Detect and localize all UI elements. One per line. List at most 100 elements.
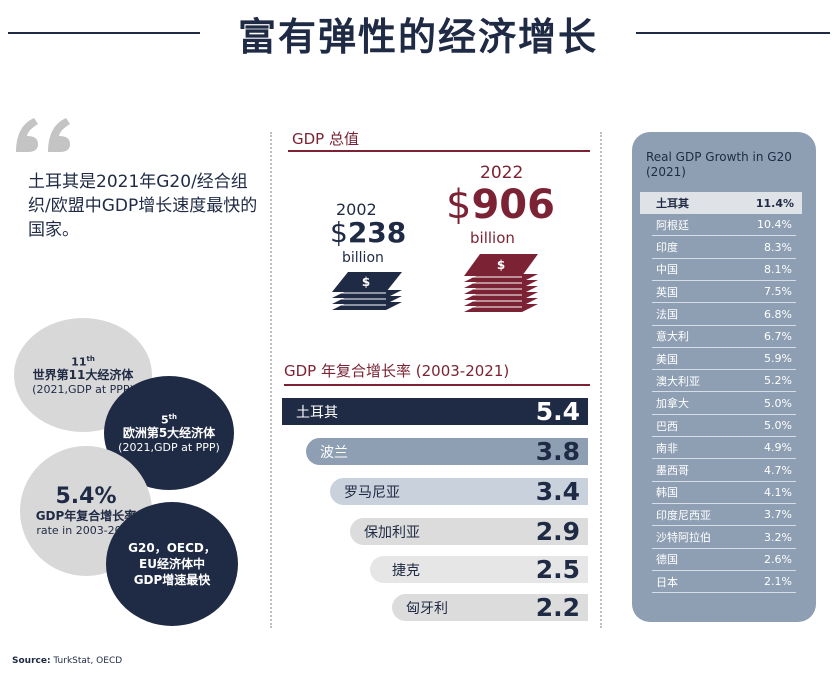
g20-growth-value: 8.1% [764, 262, 792, 276]
europe-rank: 5th [161, 412, 177, 427]
divider-right [600, 132, 602, 628]
cagr-bar-hungary: 匈牙利 2.2 [392, 593, 588, 622]
quote-text: 土耳其是2021年G20/经合组织/欧盟中GDP增长速度最快的国家。 [28, 172, 258, 240]
circle-europe-rank: 5th 欧洲第5大经济体 (2021,GDP at PPP) [104, 376, 234, 490]
g20-growth-value: 4.7% [764, 463, 792, 477]
cagr-country: 匈牙利 [406, 600, 448, 617]
svg-text:$: $ [362, 275, 370, 289]
cagr-bar-poland: 波兰 3.8 [306, 437, 588, 466]
gdp-2002-unit: billion [342, 250, 384, 266]
circle-fastest: G20，OECD， EU经济体中 GDP增速最快 [106, 502, 238, 626]
table-row: 澳大利亚 5.2% [652, 370, 796, 393]
money-stack-2022-icon: $ [464, 254, 538, 312]
g20-country: 阿根廷 [656, 218, 689, 232]
cagr-big-value: 5.4% [55, 483, 117, 509]
table-row: 法国 6.8% [652, 304, 796, 326]
g20-growth-value: 3.2% [764, 530, 792, 544]
table-row: 德国 2.6% [652, 549, 796, 571]
g20-growth-value: 10.4% [757, 218, 792, 232]
g20-growth-value: 2.1% [764, 575, 792, 589]
g20-country: 南非 [656, 441, 678, 455]
g20-panel-title: Real GDP Growth in G20 (2021) [646, 150, 792, 179]
fastest-line3: GDP增速最快 [133, 573, 211, 587]
g20-country: 日本 [656, 575, 678, 589]
g20-growth-value: 2.6% [764, 552, 792, 566]
g20-growth-value: 5.0% [764, 419, 792, 432]
source-note: Source: TurkStat, OECD [12, 656, 123, 666]
title-rule-right [636, 32, 830, 34]
gdp-2002-value: $238 [330, 216, 407, 249]
cagr-value: 3.4 [535, 477, 580, 506]
svg-text:$: $ [497, 258, 505, 272]
cagr-value: 5.4 [535, 397, 580, 426]
world-rank-sub: (2021,GDP at PPP) [32, 383, 134, 397]
g20-country: 澳大利亚 [656, 374, 700, 388]
cagr-value: 2.5 [535, 555, 580, 584]
g20-country: 墨西哥 [656, 464, 689, 478]
gdp-total-title: GDP 总值 [292, 130, 359, 148]
g20-growth-value: 5.2% [764, 374, 792, 388]
g20-country: 法国 [656, 308, 678, 321]
fastest-line1: G20，OECD， [128, 541, 216, 555]
table-row: 日本 2.1% [652, 571, 796, 594]
g20-country: 韩国 [656, 486, 678, 500]
g20-country: 中国 [656, 263, 678, 277]
table-row: 英国 7.5% [652, 281, 796, 304]
g20-country: 意大利 [656, 330, 689, 344]
fastest-line2: EU经济体中 [139, 557, 205, 571]
gdp-2002-year: 2002 [336, 200, 377, 219]
cagr-rule [284, 384, 590, 386]
g20-country: 美国 [656, 352, 678, 366]
cagr-title: GDP 年复合增长率 (2003-2021) [284, 362, 510, 380]
g20-growth-value: 6.8% [764, 307, 792, 321]
cagr-country: 罗马尼亚 [344, 484, 400, 501]
cagr-value: 2.2 [535, 593, 580, 622]
g20-country: 德国 [656, 553, 678, 567]
table-row: 巴西 5.0% [652, 415, 796, 437]
table-row: 中国 8.1% [652, 259, 796, 281]
gdp-total-rule [288, 150, 590, 152]
table-row: 印度 8.3% [652, 237, 796, 259]
g20-growth-value: 4.9% [764, 441, 792, 455]
g20-growth-value: 7.5% [764, 285, 792, 299]
g20-country: 印度 [656, 241, 678, 255]
g20-growth-value: 6.7% [764, 329, 792, 343]
g20-growth-value: 5.0% [764, 396, 792, 410]
table-row: 意大利 6.7% [652, 326, 796, 348]
gdp-2022-year: 2022 [480, 163, 524, 183]
cagr-bar-czech: 捷克 2.5 [370, 555, 588, 584]
money-stack-2002-icon: $ [332, 272, 402, 310]
cagr-bar-turkey: 土耳其 5.4 [282, 397, 588, 426]
table-row: 阿根廷 10.4% [652, 214, 796, 237]
europe-rank-sub: (2021,GDP at PPP) [118, 441, 220, 455]
table-row: 墨西哥 4.7% [652, 460, 796, 482]
table-row: 美国 5.9% [652, 348, 796, 371]
divider-left [270, 132, 272, 628]
cagr-country: 波兰 [320, 444, 348, 461]
g20-growth-value: 3.7% [764, 508, 792, 522]
cagr-headline: GDP年复合增长率 [35, 508, 137, 523]
g20-country: 土耳其 [656, 197, 689, 210]
g20-country: 沙特阿拉伯 [656, 531, 711, 544]
g20-country: 加拿大 [656, 397, 689, 411]
world-rank-headline: 世界第11大经济体 [32, 368, 134, 383]
g20-growth-value: 11.4% [755, 196, 794, 210]
circle-world-rank: 11th 世界第11大经济体 (2021,GDP at PPP) [14, 318, 152, 432]
page-title: 富有弹性的经济增长 [237, 15, 598, 59]
cagr-value: 3.8 [535, 437, 580, 466]
cagr-country: 土耳其 [296, 404, 338, 421]
g20-country: 印度尼西亚 [656, 508, 711, 522]
gdp-2022-unit: billion [470, 229, 515, 247]
table-row: 土耳其 11.4% [640, 192, 802, 214]
g20-country: 巴西 [656, 419, 678, 433]
g20-growth-value: 5.9% [764, 352, 792, 366]
table-row: 南非 4.9% [652, 437, 796, 460]
cagr-bar-bulgaria: 保加利亚 2.9 [350, 517, 588, 546]
cagr-sub: rate in 2003-2022 [36, 523, 136, 537]
g20-country: 英国 [656, 285, 678, 299]
gdp-2022-value: $906 [446, 182, 555, 228]
cagr-bar-romania: 罗马尼亚 3.4 [330, 477, 588, 506]
table-row: 加拿大 5.0% [652, 393, 796, 415]
table-row: 印度尼西亚 3.7% [652, 504, 796, 527]
world-rank: 11th [71, 354, 95, 369]
